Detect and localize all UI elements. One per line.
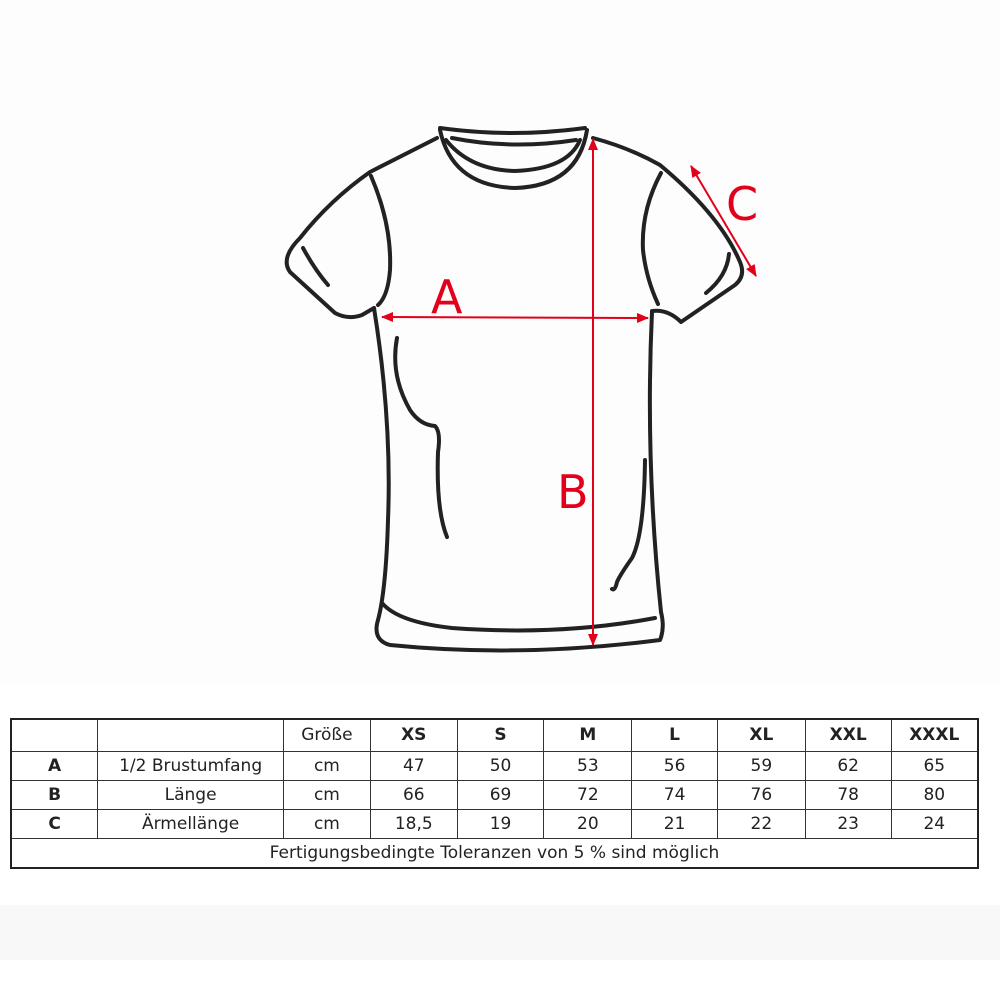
tolerance-note: Fertigungsbedingte Toleranzen von 5 % si… bbox=[10, 837, 979, 868]
row-key: A bbox=[10, 750, 99, 781]
footnote-row: Fertigungsbedingte Toleranzen von 5 % si… bbox=[10, 837, 979, 868]
size-s: S bbox=[456, 718, 545, 752]
cell-value: 78 bbox=[804, 779, 892, 810]
cell-value: 74 bbox=[631, 779, 718, 810]
size-l: L bbox=[631, 718, 718, 752]
size-xs: XS bbox=[369, 718, 458, 752]
table-row: B Länge cm 66 69 72 74 76 78 80 bbox=[10, 779, 979, 810]
hem-line bbox=[380, 601, 657, 633]
cell-value: 21 bbox=[631, 808, 718, 839]
row-name: Ärmellänge bbox=[97, 808, 284, 839]
size-m: M bbox=[543, 718, 633, 752]
cell-value: 80 bbox=[890, 779, 979, 810]
tshirt-diagram: A B C bbox=[284, 126, 758, 653]
left-shoulder-sleeve bbox=[284, 136, 439, 320]
size-xxxl: XXXL bbox=[890, 718, 979, 752]
right-armhole bbox=[640, 171, 663, 306]
right-body-fold bbox=[610, 458, 647, 592]
row-unit: cm bbox=[282, 750, 371, 781]
cell-value: 69 bbox=[456, 779, 545, 810]
cell-value: 24 bbox=[890, 808, 979, 839]
cell-value: 50 bbox=[456, 750, 545, 781]
empty-cell bbox=[97, 718, 284, 752]
row-unit: cm bbox=[282, 808, 371, 839]
neck-inner bbox=[444, 138, 582, 173]
label-c: C bbox=[726, 177, 758, 231]
cell-value: 59 bbox=[716, 750, 806, 781]
left-sleeve-crease bbox=[301, 246, 330, 287]
table-row: A 1/2 Brustumfang cm 47 50 53 56 59 62 6… bbox=[10, 750, 979, 781]
cell-value: 23 bbox=[804, 808, 892, 839]
cell-value: 18,5 bbox=[369, 808, 458, 839]
header-row: Größe XS S M L XL XXL XXXL bbox=[10, 718, 979, 752]
size-label: Größe bbox=[282, 718, 371, 752]
cell-value: 62 bbox=[804, 750, 892, 781]
collar-top bbox=[438, 126, 587, 135]
size-table: Größe XS S M L XL XXL XXXL A 1/2 Brustum… bbox=[10, 718, 979, 869]
row-name: 1/2 Brustumfang bbox=[97, 750, 284, 781]
bottom-band bbox=[0, 905, 1000, 960]
label-a: A bbox=[431, 270, 463, 324]
arrow-a bbox=[381, 312, 649, 323]
row-key: C bbox=[10, 808, 99, 839]
arrow-c bbox=[690, 165, 757, 277]
diagram-background bbox=[0, 0, 1000, 683]
row-name: Länge bbox=[97, 779, 284, 810]
label-b: B bbox=[557, 465, 589, 519]
measurement-arrows bbox=[381, 138, 757, 646]
size-xxl: XXL bbox=[804, 718, 892, 752]
table-row: C Ärmellänge cm 18,5 19 20 21 22 23 24 bbox=[10, 808, 979, 839]
right-sleeve-crease bbox=[704, 252, 731, 295]
row-unit: cm bbox=[282, 779, 371, 810]
neck-outer bbox=[438, 128, 589, 190]
tshirt-outline bbox=[284, 126, 745, 653]
cell-value: 47 bbox=[369, 750, 458, 781]
cell-value: 53 bbox=[543, 750, 633, 781]
right-shoulder-sleeve bbox=[591, 136, 745, 324]
cell-value: 72 bbox=[543, 779, 633, 810]
cell-value: 22 bbox=[716, 808, 806, 839]
cell-value: 65 bbox=[890, 750, 979, 781]
cell-value: 76 bbox=[716, 779, 806, 810]
right-side bbox=[647, 310, 663, 614]
row-key: B bbox=[10, 779, 99, 810]
size-xl: XL bbox=[716, 718, 806, 752]
collar-band bbox=[450, 136, 578, 147]
cell-value: 19 bbox=[456, 808, 545, 839]
cell-value: 66 bbox=[369, 779, 458, 810]
left-body-fold bbox=[393, 336, 449, 539]
cell-value: 20 bbox=[543, 808, 633, 839]
left-armhole bbox=[369, 174, 393, 307]
left-side bbox=[372, 306, 665, 653]
cell-value: 56 bbox=[631, 750, 718, 781]
empty-cell bbox=[10, 718, 99, 752]
